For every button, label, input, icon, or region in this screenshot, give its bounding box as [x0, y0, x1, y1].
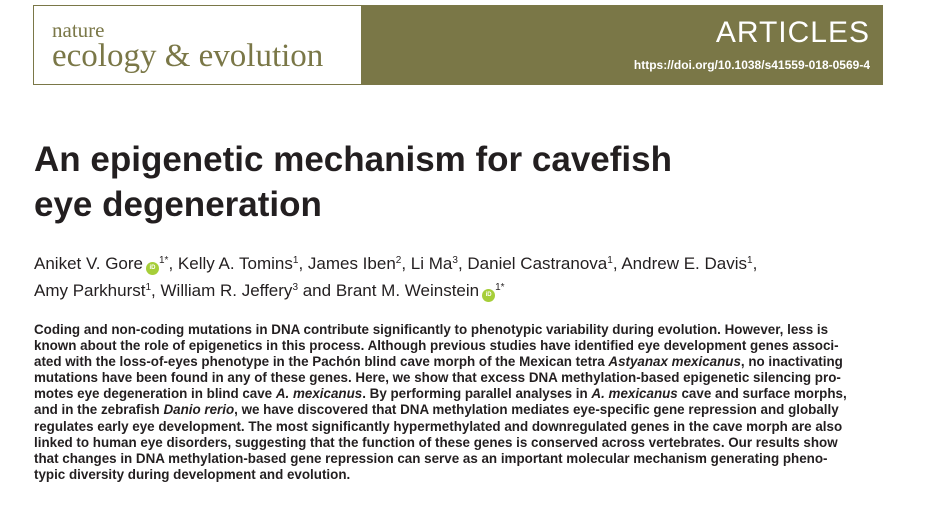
- author-name: Aniket V. Gore: [34, 254, 143, 273]
- abstract: Coding and non-coding mutations in DNA c…: [34, 322, 894, 483]
- abstract-line: ated with the loss-of-eyes phenotype in …: [34, 354, 843, 370]
- author-affiliation: 1: [607, 255, 613, 266]
- abstract-line: typic diversity during development and e…: [34, 466, 351, 482]
- author-name: William R. Jeffery: [160, 281, 293, 300]
- orcid-icon[interactable]: iD: [146, 262, 159, 275]
- orcid-icon[interactable]: iD: [482, 289, 496, 302]
- abstract-line: known about the role of epigenetics in t…: [34, 338, 839, 354]
- title-line-1: An epigenetic mechanism for cavefish: [34, 140, 672, 179]
- abstract-line: linked to human eye disorders, suggestin…: [34, 434, 838, 450]
- author-line-2: Amy Parkhurst1, William R. Jeffery3 and …: [34, 281, 505, 302]
- title-line-2: eye degeneration: [34, 185, 322, 224]
- author[interactable]: Andrew E. Davis1: [621, 254, 752, 273]
- author[interactable]: Amy Parkhurst1: [34, 281, 151, 300]
- author-list: Aniket V. Gore iD1*, Kelly A. Tomins1, Ja…: [34, 250, 894, 304]
- author-affiliation: 3: [452, 255, 458, 266]
- author[interactable]: Aniket V. Gore iD1*: [34, 254, 169, 275]
- author-affiliation: 1*: [495, 282, 505, 293]
- author-affiliation: 2: [395, 255, 402, 266]
- author[interactable]: Daniel Castranova1: [467, 254, 612, 273]
- abstract-line: regulates early eye development. The mos…: [34, 418, 843, 434]
- author[interactable]: Kelly A. Tomins1: [178, 254, 299, 273]
- journal-header: nature ecology & evolution ARTICLES http…: [33, 5, 883, 85]
- author-name: Li Ma: [410, 254, 453, 273]
- author[interactable]: James Iben2: [308, 254, 401, 273]
- author-affiliation: 1*: [159, 255, 169, 266]
- author-name: James Iben: [307, 254, 396, 273]
- header-band: ARTICLES https://doi.org/10.1038/s41559-…: [361, 6, 882, 84]
- doi-link[interactable]: https://doi.org/10.1038/s41559-018-0569-…: [633, 58, 870, 72]
- author-name: Brant M. Weinstein: [335, 281, 480, 300]
- journal-name-line2: ecology & evolution: [52, 38, 324, 74]
- author-affiliation: 1: [747, 255, 753, 266]
- author-affiliation: 1: [145, 282, 152, 293]
- author-affiliation: 1: [292, 255, 299, 266]
- article-title: An epigenetic mechanism for cavefish eye…: [34, 137, 854, 227]
- section-label: ARTICLES: [715, 16, 870, 49]
- journal-name-line1: nature: [52, 18, 105, 42]
- journal-logo[interactable]: nature ecology & evolution: [34, 6, 361, 84]
- author-affiliation: 3: [292, 282, 298, 293]
- abstract-line: mutations have been found in any of thes…: [34, 370, 841, 386]
- author-name: Andrew E. Davis: [621, 254, 747, 273]
- author[interactable]: Brant M. Weinstein iD1*: [335, 281, 505, 302]
- author[interactable]: Li Ma3: [411, 254, 458, 273]
- author-name: Amy Parkhurst: [34, 281, 146, 300]
- author-name: Kelly A. Tomins: [177, 254, 293, 273]
- author-name: Daniel Castranova: [467, 254, 608, 273]
- author-line-1: Aniket V. Gore iD1*, Kelly A. Tomins1, Ja…: [34, 254, 758, 275]
- abstract-line: Coding and non-coding mutations in DNA c…: [34, 322, 829, 337]
- abstract-line: that changes in DNA methylation-based ge…: [34, 450, 828, 466]
- abstract-line: and in the zebrafish Danio rerio, we hav…: [34, 402, 839, 418]
- abstract-line: motes eye degeneration in blind cave A. …: [34, 386, 847, 402]
- author[interactable]: William R. Jeffery3: [161, 281, 299, 300]
